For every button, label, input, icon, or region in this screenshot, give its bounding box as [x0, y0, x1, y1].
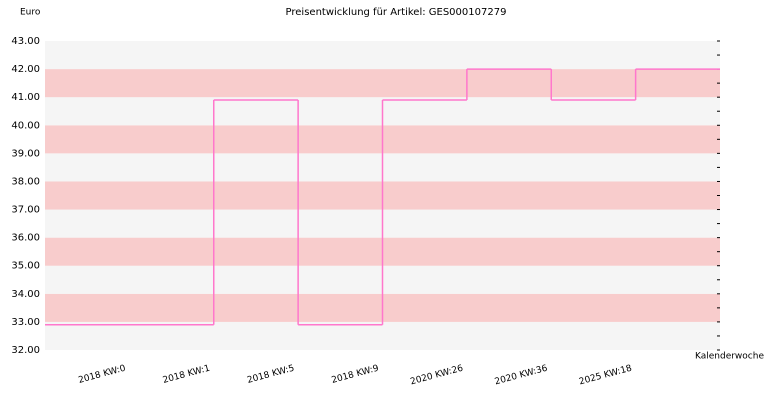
y-tick-label: 41.00	[11, 92, 40, 103]
x-tick-label: 2025 KW:18	[578, 364, 633, 388]
y-tick-label: 36.00	[11, 233, 40, 244]
x-axis-label: Kalenderwoche	[695, 352, 764, 362]
y-tick-label: 38.00	[11, 176, 40, 187]
chart-title: Preisentwicklung für Artikel: GES0001072…	[286, 7, 507, 18]
x-tick-label: 2018 KW:5	[246, 364, 295, 386]
grid-band	[45, 41, 720, 70]
x-tick-label: 2018 KW:0	[77, 364, 127, 386]
y-tick-label: 39.00	[11, 148, 40, 159]
x-tick-label: 2018 KW:9	[331, 364, 381, 386]
y-tick-label: 40.00	[11, 120, 40, 131]
y-tick-label: 34.00	[11, 289, 40, 300]
y-tick-label: 32.00	[11, 345, 40, 356]
y-axis-label: Euro	[20, 8, 41, 18]
x-tick-label: 2020 KW:26	[409, 364, 464, 388]
y-tick-label: 35.00	[11, 261, 40, 272]
y-tick-label: 43.00	[11, 36, 40, 47]
x-tick-label: 2018 KW:1	[162, 364, 211, 386]
y-tick-label: 33.00	[11, 317, 40, 328]
grid-band	[45, 321, 720, 350]
x-tick-label: 2020 KW:36	[494, 364, 549, 388]
grid-band	[45, 69, 720, 98]
y-tick-label: 37.00	[11, 205, 40, 216]
y-tick-label: 42.00	[11, 64, 40, 75]
